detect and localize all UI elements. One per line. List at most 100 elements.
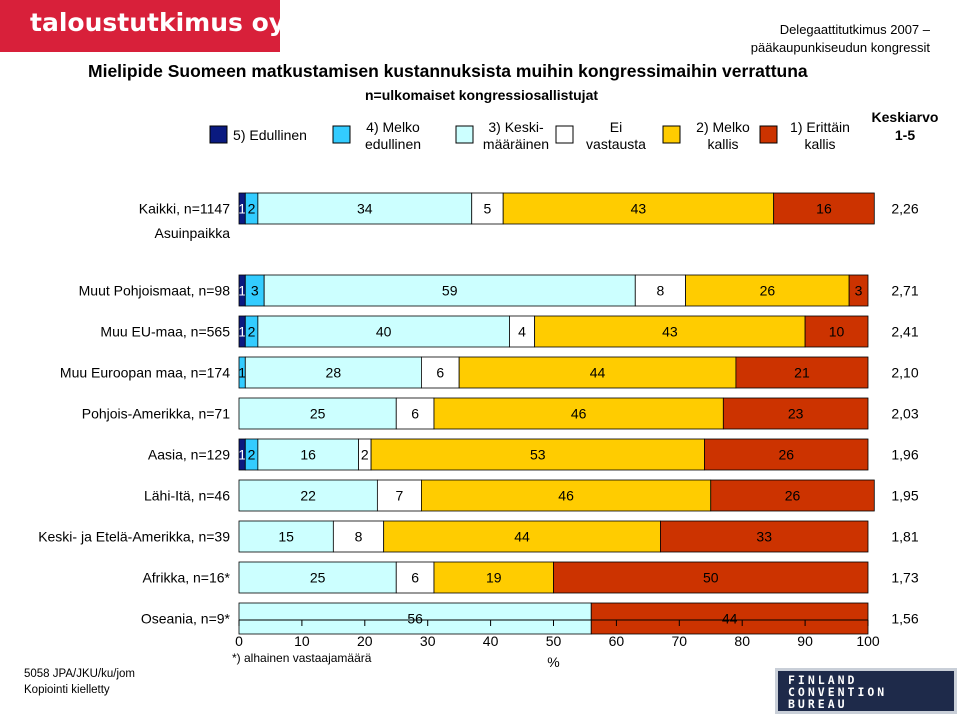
bar-segment	[735, 356, 869, 389]
data-label: 16	[816, 201, 832, 217]
data-label: 34	[357, 201, 373, 217]
bar-segment	[238, 397, 397, 430]
bar-segment	[553, 561, 869, 594]
bar-segment	[704, 438, 869, 471]
x-tick-label: 30	[420, 633, 436, 649]
data-label: 7	[395, 488, 403, 504]
logo-box: taloustutkimus oy	[0, 0, 285, 52]
data-label: 56	[407, 611, 423, 627]
data-label: 15	[278, 529, 294, 545]
data-label: 26	[760, 283, 776, 299]
legend-label: kallis	[804, 136, 835, 152]
bar-segment	[458, 356, 737, 389]
mean-header: Keskiarvo	[872, 109, 939, 125]
data-label: 43	[662, 324, 678, 340]
legend-swatch	[209, 125, 228, 144]
bar-segment	[634, 274, 686, 307]
data-label: 16	[300, 447, 316, 463]
bar-segment	[804, 315, 869, 348]
data-label: 4	[518, 324, 526, 340]
data-label: 44	[514, 529, 530, 545]
data-label: 23	[788, 406, 804, 422]
company-logo: taloustutkimus oy	[30, 8, 286, 37]
category-label: Muu Euroopan maa, n=174	[60, 365, 230, 381]
bar-segment	[433, 561, 554, 594]
data-label: 8	[657, 283, 665, 299]
data-label: 2	[248, 447, 256, 463]
mean-value: 2,26	[891, 201, 918, 217]
data-label: 1	[238, 201, 246, 217]
bar-segment	[395, 561, 435, 594]
chart-title: Mielipide Suomeen matkustamisen kustannu…	[88, 61, 808, 81]
legend-label: 5) Edullinen	[233, 127, 307, 143]
data-label: 50	[703, 570, 719, 586]
data-label: 1	[238, 447, 246, 463]
bar-segment	[773, 192, 875, 225]
bar-segment	[660, 520, 869, 553]
bar-segment	[244, 356, 422, 389]
legend-label: edullinen	[365, 136, 421, 152]
bar-segment	[376, 479, 422, 512]
bar-segment	[383, 520, 661, 553]
data-label: 3	[251, 283, 259, 299]
bar-segment	[332, 520, 385, 553]
legend-label: 4) Melko	[366, 119, 420, 135]
data-label: 1	[238, 283, 246, 299]
x-tick-label: 60	[609, 633, 625, 649]
category-label: Lähi-Itä, n=46	[144, 488, 230, 504]
fcb-logo-line: CONVENTION	[788, 685, 888, 699]
bar-segment	[710, 479, 875, 512]
legend-label: Ei	[610, 119, 622, 135]
bar-segment	[471, 192, 504, 225]
mean-value: 2,03	[891, 406, 918, 422]
chart-note: *) alhainen vastaajamäärä	[232, 651, 372, 665]
data-label: 26	[785, 488, 801, 504]
bar-segment	[370, 438, 705, 471]
category-label: Oseania, n=9*	[141, 611, 231, 627]
report-code: 5058 JPA/JKU/ku/jom	[24, 668, 136, 680]
legend-swatch	[332, 125, 351, 144]
data-label: 6	[436, 365, 444, 381]
data-label: 2	[361, 447, 369, 463]
x-tick-label: 80	[734, 633, 750, 649]
data-label: 10	[829, 324, 845, 340]
legend-label: 1) Erittäin	[790, 119, 850, 135]
data-label: 3	[855, 283, 863, 299]
bar-segment	[848, 274, 869, 307]
bar-segment	[534, 315, 806, 348]
fcb-logo-line: FINLAND	[788, 673, 858, 687]
x-axis-label: %	[547, 654, 559, 670]
bar-segment	[421, 356, 460, 389]
data-label: 25	[310, 406, 326, 422]
category-label: Muu EU-maa, n=565	[100, 324, 230, 340]
bar-segment	[502, 192, 775, 225]
x-tick-label: 0	[235, 633, 243, 649]
event-line-2: pääkaupunkiseudun kongressit	[750, 40, 930, 55]
x-tick-label: 20	[357, 633, 373, 649]
data-label: 46	[571, 406, 587, 422]
legend-swatch	[555, 125, 574, 144]
mean-value: 1,73	[891, 570, 918, 586]
x-tick-label: 70	[672, 633, 688, 649]
category-label: Aasia, n=129	[148, 447, 230, 463]
legend-swatch	[455, 125, 474, 144]
bar-segment	[685, 274, 850, 307]
data-label: 46	[558, 488, 574, 504]
legend-label: 3) Keski-	[488, 119, 544, 135]
data-label: 8	[355, 529, 363, 545]
legend-label: 2) Melko	[696, 119, 750, 135]
x-tick-label: 100	[856, 633, 880, 649]
finland-convention-bureau-logo: FINLAND CONVENTION BUREAU	[775, 668, 957, 714]
legend-swatch	[759, 125, 778, 144]
bar-segment	[238, 520, 334, 553]
data-label: 28	[326, 365, 342, 381]
bar-segment	[590, 602, 869, 635]
mean-value: 2,71	[891, 283, 918, 299]
bar-segment	[238, 479, 378, 512]
data-label: 19	[486, 570, 502, 586]
legend-label: kallis	[707, 136, 738, 152]
bar-segment	[395, 397, 435, 430]
x-tick-label: 90	[797, 633, 813, 649]
bar-segment	[421, 479, 712, 512]
data-label: 26	[778, 447, 794, 463]
